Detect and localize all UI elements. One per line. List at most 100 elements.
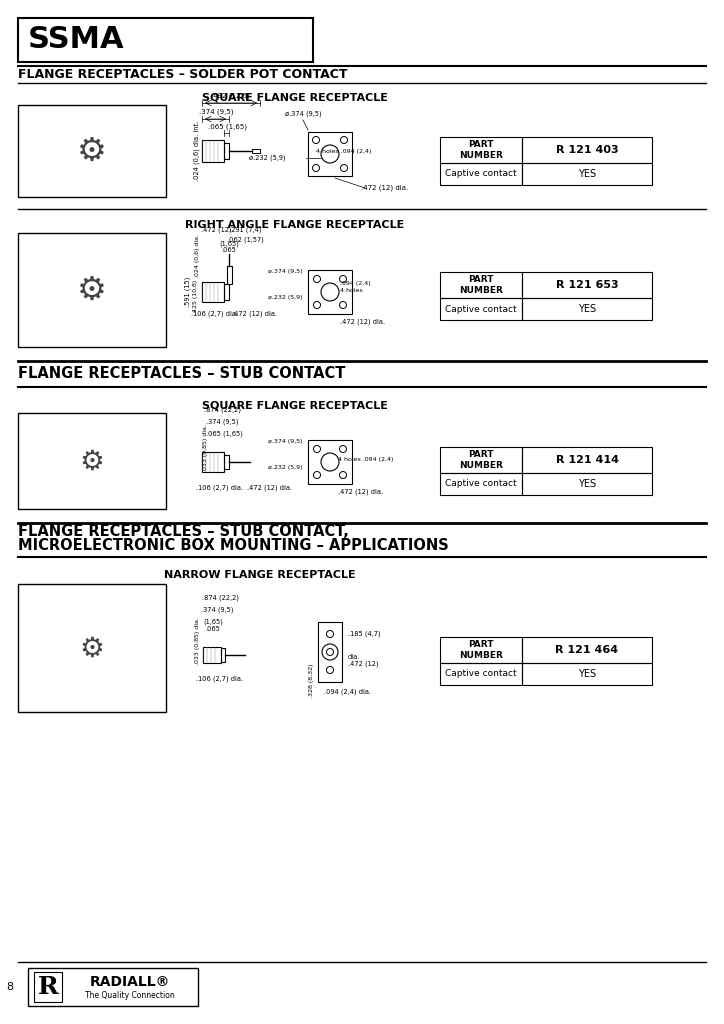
Text: 4 holes .094 (2,4): 4 holes .094 (2,4): [316, 150, 371, 155]
Text: .033 (0,85) dia.: .033 (0,85) dia.: [203, 424, 209, 472]
Text: MICROELECTRONIC BOX MOUNTING – APPLICATIONS: MICROELECTRONIC BOX MOUNTING – APPLICATI…: [18, 538, 449, 553]
Bar: [28, 968, 198, 1006]
Bar: [522, 163, 652, 185]
Bar: [440, 447, 522, 473]
Text: RADIALL®: RADIALL®: [90, 975, 170, 989]
Text: R 121 464: R 121 464: [555, 645, 618, 655]
Text: SQUARE FLANGE RECEPTACLE: SQUARE FLANGE RECEPTACLE: [202, 92, 388, 102]
Text: ø.232 (5,9): ø.232 (5,9): [267, 296, 302, 300]
Text: .472 (12): .472 (12): [201, 226, 231, 233]
Text: .065 (1,65): .065 (1,65): [206, 431, 243, 437]
Text: PART
NUMBER: PART NUMBER: [459, 140, 503, 160]
Text: 4 holes: 4 holes: [340, 288, 363, 293]
Text: Captive contact: Captive contact: [445, 479, 517, 488]
Bar: [318, 622, 342, 682]
Text: FLANGE RECEPTACLES – STUB CONTACT,: FLANGE RECEPTACLES – STUB CONTACT,: [18, 523, 349, 539]
Text: .065 (1,65): .065 (1,65): [208, 124, 246, 130]
Text: R: R: [38, 975, 59, 999]
Text: 8: 8: [7, 982, 14, 992]
Text: .374 (9,5): .374 (9,5): [201, 607, 233, 613]
Text: PART
NUMBER: PART NUMBER: [459, 451, 503, 470]
Text: ø.374 (9,5): ø.374 (9,5): [267, 269, 302, 274]
Bar: [308, 440, 352, 484]
Text: .472 (12): .472 (12): [348, 660, 379, 668]
Text: .472 (12) dia.: .472 (12) dia.: [248, 484, 292, 492]
Bar: [440, 298, 522, 319]
Text: PART
NUMBER: PART NUMBER: [459, 275, 503, 295]
Bar: [34, 972, 62, 1002]
Text: .328 (8,32): .328 (8,32): [309, 664, 314, 698]
Bar: [224, 143, 229, 159]
Text: RIGHT ANGLE FLANGE RECEPTACLE: RIGHT ANGLE FLANGE RECEPTACLE: [185, 220, 405, 230]
Text: ø.232 (5,9): ø.232 (5,9): [267, 466, 302, 470]
Text: .024 (0,6) dia. int.: .024 (0,6) dia. int.: [194, 121, 201, 181]
Bar: [440, 272, 522, 298]
Text: .106 (2,7) dia.: .106 (2,7) dia.: [196, 676, 243, 682]
Text: .472 (12) dia.: .472 (12) dia.: [340, 318, 385, 326]
Bar: [522, 637, 652, 663]
Text: R 121 414: R 121 414: [555, 455, 618, 465]
Bar: [522, 272, 652, 298]
Text: YES: YES: [578, 304, 596, 314]
Text: SSMA: SSMA: [28, 26, 125, 54]
Text: .291 (7,4): .291 (7,4): [229, 226, 261, 233]
Text: .024 (0,6) dia.: .024 (0,6) dia.: [195, 234, 200, 278]
Bar: [227, 266, 232, 284]
Text: ⚙: ⚙: [77, 273, 107, 306]
Text: .374 (9,5): .374 (9,5): [206, 419, 238, 425]
Text: .472 (12) dia.: .472 (12) dia.: [232, 310, 277, 317]
Text: ⚙: ⚙: [80, 635, 104, 663]
Text: R 121 653: R 121 653: [556, 280, 618, 290]
Text: .492 (12,5): .492 (12,5): [211, 93, 249, 99]
Text: SQUARE FLANGE RECEPTACLE: SQUARE FLANGE RECEPTACLE: [202, 400, 388, 410]
Text: YES: YES: [578, 169, 596, 179]
Bar: [18, 18, 313, 62]
Bar: [522, 298, 652, 319]
Text: ø.374 (9,5): ø.374 (9,5): [267, 439, 302, 444]
Bar: [308, 132, 352, 176]
Text: Captive contact: Captive contact: [445, 170, 517, 178]
Bar: [18, 413, 166, 509]
Bar: [224, 284, 229, 300]
Text: FLANGE RECEPTACLES – STUB CONTACT: FLANGE RECEPTACLES – STUB CONTACT: [18, 366, 345, 381]
Text: .374 (9,5): .374 (9,5): [199, 109, 233, 116]
Bar: [221, 648, 225, 662]
Text: .106 (2,7) dia.: .106 (2,7) dia.: [196, 484, 243, 492]
Text: YES: YES: [578, 479, 596, 489]
Bar: [18, 105, 166, 197]
Bar: [440, 137, 522, 163]
Bar: [202, 452, 224, 472]
Text: 4 holes .094 (2,4): 4 holes .094 (2,4): [338, 458, 393, 463]
Text: .065: .065: [206, 626, 220, 632]
Bar: [440, 473, 522, 495]
Bar: [522, 137, 652, 163]
Text: .033 (0,85) dia.: .033 (0,85) dia.: [195, 617, 200, 665]
Text: dia.: dia.: [348, 654, 361, 660]
Bar: [308, 270, 352, 314]
Text: FLANGE RECEPTACLES – SOLDER POT CONTACT: FLANGE RECEPTACLES – SOLDER POT CONTACT: [18, 69, 348, 82]
Bar: [440, 663, 522, 685]
Text: ⚙: ⚙: [77, 134, 107, 168]
Text: ⚙: ⚙: [80, 449, 104, 476]
Text: PART
NUMBER: PART NUMBER: [459, 640, 503, 659]
Text: .062 (1,57): .062 (1,57): [227, 237, 264, 244]
Text: .591 (15): .591 (15): [185, 276, 191, 307]
Text: NARROW FLANGE RECEPTACLE: NARROW FLANGE RECEPTACLE: [164, 570, 355, 580]
Bar: [202, 140, 224, 162]
Text: (1,65): (1,65): [203, 618, 223, 626]
Bar: [440, 637, 522, 663]
Bar: [440, 163, 522, 185]
Text: .185 (4,7): .185 (4,7): [348, 631, 381, 637]
Text: Captive contact: Captive contact: [445, 304, 517, 313]
Text: .094 (2,4) dia.: .094 (2,4) dia.: [324, 689, 371, 695]
Text: The Quality Connection: The Quality Connection: [85, 991, 175, 1000]
Text: ø.374 (9,5): ø.374 (9,5): [285, 111, 321, 118]
Bar: [252, 150, 260, 153]
Text: .874 (22,2): .874 (22,2): [203, 595, 240, 601]
Bar: [522, 473, 652, 495]
Text: .874 (22,2): .874 (22,2): [203, 407, 240, 414]
Bar: [522, 663, 652, 685]
Text: (1,65): (1,65): [219, 241, 239, 247]
Bar: [203, 647, 221, 663]
Text: YES: YES: [578, 669, 596, 679]
